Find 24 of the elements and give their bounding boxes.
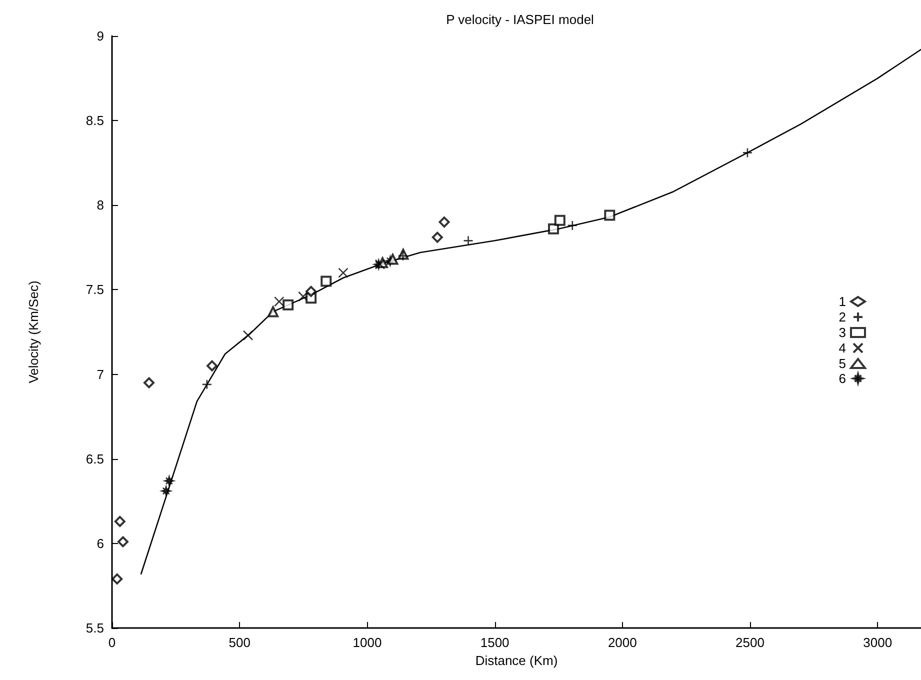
x-tick-label: 3000 [863,635,892,650]
legend-label: 1 [838,294,846,309]
y-tick-label: 6 [96,536,104,551]
y-axis-title: Velocity (Km/Sec) [26,280,41,384]
legend-label: 6 [838,371,846,386]
y-tick-label: 7 [96,366,104,382]
y-tick-label: 9 [96,28,104,44]
legend-label: 5 [838,356,846,371]
legend-label: 2 [838,310,846,324]
y-tick-label: 8.5 [86,113,104,128]
x-tick-label: 2000 [608,635,637,650]
x-tick-label: 1000 [352,635,382,650]
legend-label: 4 [838,340,846,356]
y-tick-label: 5.5 [86,620,104,636]
x-tick-label: 500 [228,635,250,650]
chart-title: P velocity - IASPEI model [446,12,594,27]
x-tick-label: 0 [108,635,116,650]
legend-label: 3 [838,325,846,340]
y-tick-label: 7.5 [86,282,104,298]
x-axis-title: Distance (Km) [475,652,558,668]
x-tick-label: 2500 [736,635,764,650]
y-tick-label: 8 [96,198,104,213]
x-tick-label: 1500 [480,635,510,650]
y-tick-label: 6.5 [86,451,104,466]
